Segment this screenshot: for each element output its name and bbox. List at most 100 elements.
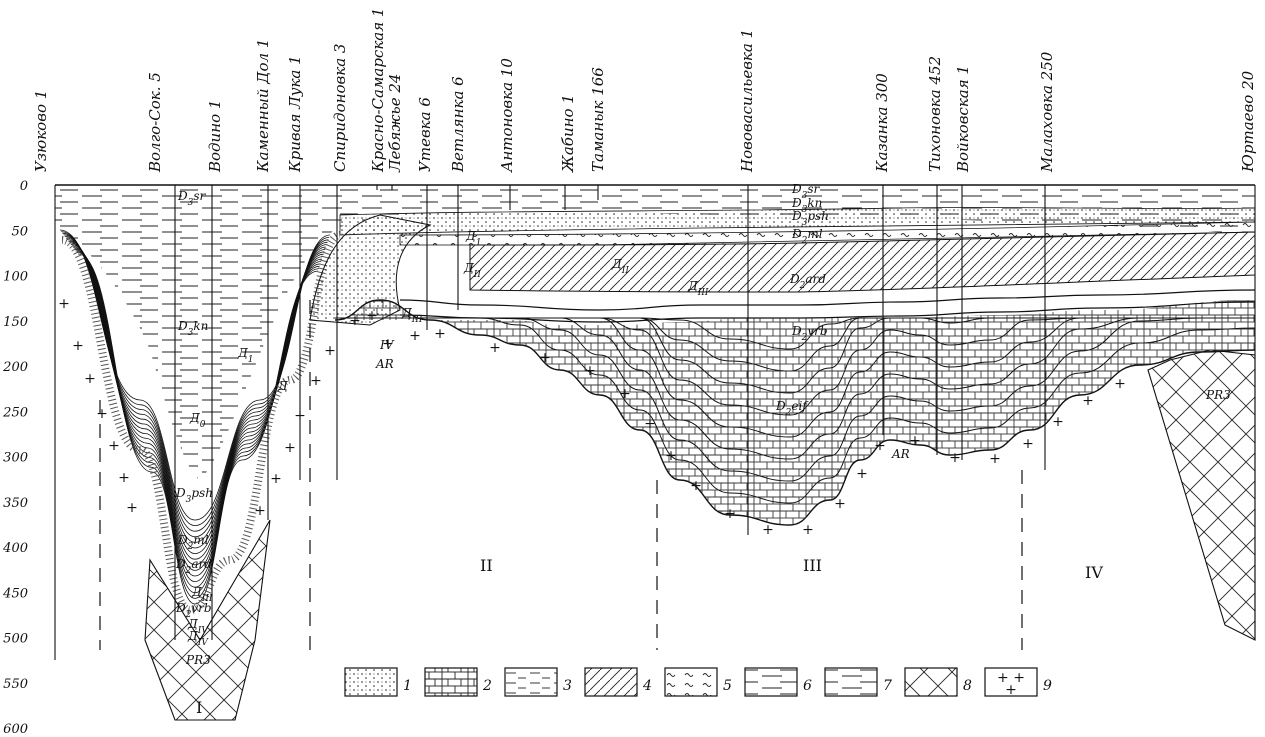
depth-tick-label: 0 xyxy=(20,179,28,194)
sand-wedge xyxy=(309,214,432,326)
legend-number-8: 8 xyxy=(963,678,972,694)
label-d-small: Д xyxy=(277,379,288,393)
legend-number-9: 9 xyxy=(1043,678,1052,694)
label-pr3-right: PR3 xyxy=(1205,388,1231,402)
basement-cross: + xyxy=(834,496,846,512)
legend: 1 2 3 4 5 6 7 8 + ++ 9 xyxy=(344,667,1052,698)
basement-pr3-left xyxy=(144,519,271,721)
basement-cross: + xyxy=(802,522,814,538)
label-dii-mid: ДII xyxy=(463,261,481,280)
basement-cross: + xyxy=(254,503,266,519)
legend-swatch-9 xyxy=(984,667,1038,697)
label-div-left-2: ДIV xyxy=(187,629,209,648)
basement-cross: + xyxy=(909,433,921,449)
basement-cross: + xyxy=(874,438,886,454)
label-d2ard-right: D2ard xyxy=(789,272,826,291)
label-d1-mid: Д1 xyxy=(465,229,482,248)
well-name: Утевка 6 xyxy=(416,97,434,172)
zone-labels: III III IV xyxy=(99,300,1103,717)
label-d1: Д1 xyxy=(237,346,254,365)
well-name: Узюково 1 xyxy=(32,90,50,172)
legend-number-6: 6 xyxy=(803,678,812,694)
label-d3sr-right: D3sr xyxy=(791,182,821,201)
depth-tick-label: 350 xyxy=(3,496,28,511)
basement-cross: + xyxy=(96,406,108,422)
legend-cross: + + xyxy=(997,670,1025,686)
legend-swatch-6 xyxy=(744,667,798,697)
legend-swatch-3 xyxy=(504,667,558,697)
label-d2ml-right: D2ml xyxy=(791,227,823,246)
label-diii-left: ДIII xyxy=(191,585,213,604)
well-name: Тихоновка 452 xyxy=(926,56,944,172)
label-d2vrb-right: D2vrb xyxy=(791,324,828,343)
legend-cross: + xyxy=(1005,682,1017,698)
basement-cross: + xyxy=(724,506,736,522)
basement-cross: + xyxy=(1022,436,1034,452)
label-d3kn-left: D3kn xyxy=(177,319,208,338)
basement-cross: + xyxy=(270,471,282,487)
depth-tick-label: 500 xyxy=(3,632,28,647)
depth-tick-label: 100 xyxy=(3,270,28,285)
label-d3sr: D3sr xyxy=(177,189,207,208)
well-name: Волго-Сок. 5 xyxy=(146,72,164,173)
unit-labels: D3srD3knД1Д0D3pshD2mlD2ardДIIID2vrbДIVДI… xyxy=(175,182,1231,667)
basement-cross: + xyxy=(324,343,336,359)
label-d3psh-right: D3psh xyxy=(791,209,829,228)
depth-tick-label: 50 xyxy=(11,224,28,239)
basement-cross: + xyxy=(284,440,296,456)
well-name: Ветлянка 6 xyxy=(449,76,467,173)
label-div-left: ДIV xyxy=(187,617,209,636)
basement-cross: + xyxy=(644,416,656,432)
label-ar-right: AR xyxy=(891,447,910,461)
legend-swatch-1 xyxy=(344,667,398,697)
legend-swatch-4 xyxy=(584,667,638,697)
well-name: Войковская 1 xyxy=(954,65,972,173)
well-name: Нововасильевка 1 xyxy=(738,29,756,173)
basement-crosses: +++++++ +++++++ ++ + ++++++++++ ++++ ++ +++++ xyxy=(58,296,1126,538)
legend-swatch-7 xyxy=(824,667,878,697)
well-name: Казанка 300 xyxy=(873,73,891,173)
label-d2ard-left: D2ard xyxy=(175,557,212,576)
well-name: Малаховка 250 xyxy=(1038,51,1056,173)
label-d2eif: D2eif xyxy=(775,399,809,418)
depth-tick-label: 450 xyxy=(2,586,28,601)
label-dii-mid-2: ДII xyxy=(611,257,629,276)
well-name: Антоновка 10 xyxy=(498,58,516,173)
basement-cross: + xyxy=(989,451,1001,467)
depth-tick-label: 250 xyxy=(2,405,28,420)
label-diii-mid: ДIII xyxy=(687,279,709,298)
basement-cross: + xyxy=(1052,414,1064,430)
depth-tick-label: 150 xyxy=(3,315,28,330)
basement-cross: + xyxy=(584,363,596,379)
zone-label-III: III xyxy=(803,556,822,575)
basement-cross: + xyxy=(665,448,677,464)
basement-cross: + xyxy=(762,522,774,538)
basement-cross: + xyxy=(126,500,138,516)
label-pr3-left: PR3 xyxy=(185,653,211,667)
depth-tick-label: 200 xyxy=(2,360,28,375)
well-name: Лебяжье 24 xyxy=(386,74,404,173)
basement-cross: + xyxy=(349,313,361,329)
basement-cross: + xyxy=(366,308,378,324)
trough-sand-band xyxy=(60,231,342,615)
trough-layer-line xyxy=(77,253,319,605)
depth-tick-label: 400 xyxy=(2,541,28,556)
well-name: Водино 1 xyxy=(206,100,224,173)
label-ar-left: AR xyxy=(375,357,394,371)
well-name: Таманык 166 xyxy=(589,67,607,172)
legend-number-2: 2 xyxy=(482,678,492,694)
basement-cross: + xyxy=(539,350,551,366)
basement-cross: + xyxy=(619,386,631,402)
basement-cross: + xyxy=(118,470,130,486)
legend-swatch-2 xyxy=(424,667,478,697)
d2vrb-bottom xyxy=(399,301,1256,323)
basement-cross: + xyxy=(58,296,70,312)
basement-cross: + xyxy=(310,373,322,389)
basement-cross: + xyxy=(1114,376,1126,392)
basement-cross: + xyxy=(690,478,702,494)
basement-cross: + xyxy=(856,466,868,482)
basement-cross: + xyxy=(72,338,84,354)
basement-cross: + xyxy=(294,408,306,424)
